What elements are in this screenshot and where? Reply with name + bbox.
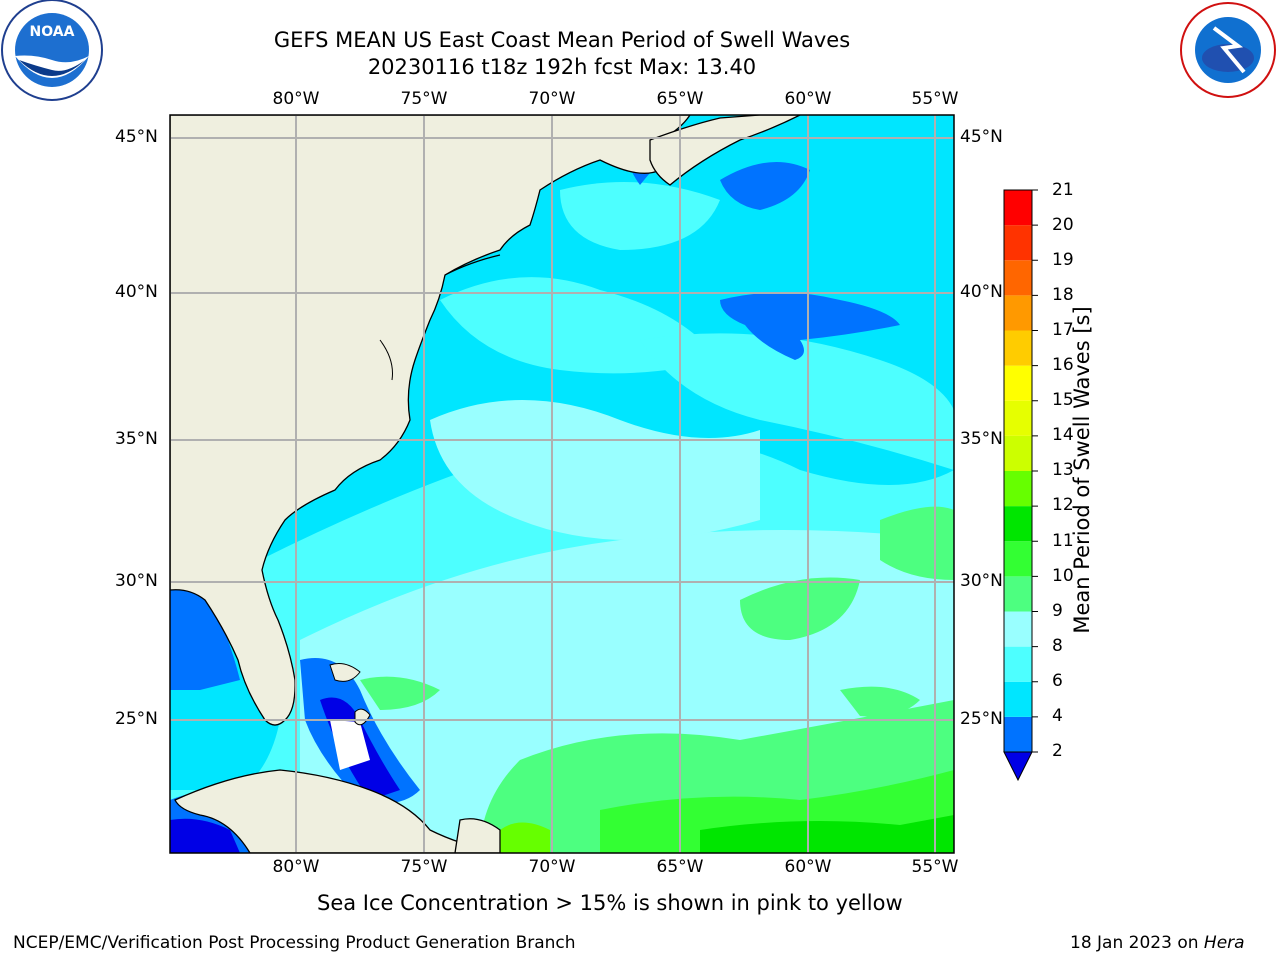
colorbar-tick: 2 xyxy=(1052,741,1063,761)
colorbar-tick: 14 xyxy=(1052,425,1074,445)
colorbar-segment xyxy=(1004,295,1032,331)
colorbar-segment xyxy=(1004,435,1032,471)
map-frame xyxy=(169,114,955,854)
lon-label-top: 65°W xyxy=(656,89,704,109)
colorbar-segment xyxy=(1004,681,1032,717)
colorbar-tick: 12 xyxy=(1052,495,1074,515)
colorbar-tick: 15 xyxy=(1052,390,1074,410)
colorbar-segment xyxy=(1004,541,1032,577)
noaa-logo: NOAA xyxy=(1,0,103,101)
colorbar-extend-triangle xyxy=(1003,751,1033,782)
colorbar-segment xyxy=(1004,400,1032,436)
colorbar-tick: 8 xyxy=(1052,636,1063,656)
lat-label-right: 30°N xyxy=(960,571,1003,591)
footer-host: Hera xyxy=(1203,933,1245,953)
colorbar-tick: 9 xyxy=(1052,601,1063,621)
land-north-america xyxy=(170,115,691,726)
land-hispaniola xyxy=(454,818,501,853)
noaa-logo-text: NOAA xyxy=(30,24,75,40)
colorbar-segment xyxy=(1004,576,1032,612)
lon-label-bottom: 55°W xyxy=(911,857,959,877)
colorbar-segment xyxy=(1004,365,1032,401)
colorbar-segment xyxy=(1004,506,1032,542)
colorbar-tick: 17 xyxy=(1052,320,1074,340)
lat-label-right: 25°N xyxy=(960,709,1003,729)
lon-label-bottom: 80°W xyxy=(272,857,320,877)
land-bahamas xyxy=(329,663,371,726)
colorbar-segment xyxy=(1004,330,1032,366)
lon-label-bottom: 65°W xyxy=(656,857,704,877)
footer-date: 18 Jan 2023 on Hera xyxy=(1070,933,1245,953)
land-cuba xyxy=(174,769,501,853)
lon-label-bottom: 60°W xyxy=(784,857,832,877)
colorbar-label: Mean Period of Swell Waves [s] xyxy=(1070,306,1094,634)
colorbar-segment xyxy=(1004,716,1032,752)
colorbar-segment xyxy=(1004,646,1032,682)
lat-label-left: 45°N xyxy=(115,127,158,147)
footer-credit: NCEP/EMC/Verification Post Processing Pr… xyxy=(13,933,576,953)
colorbar-segment xyxy=(1004,225,1032,261)
colorbar-tick: 18 xyxy=(1052,285,1074,305)
colorbar-tick: 11 xyxy=(1052,531,1074,551)
land-nova-scotia xyxy=(649,115,801,186)
colorbar-segment xyxy=(1004,611,1032,647)
colorbar-tick: 10 xyxy=(1052,566,1074,586)
swell-period-field xyxy=(170,115,954,853)
colorbar-tick: 6 xyxy=(1052,671,1063,691)
graticule xyxy=(170,115,954,853)
nws-logo xyxy=(1180,2,1276,98)
lon-label-top: 80°W xyxy=(272,89,320,109)
colorbar-segment xyxy=(1004,190,1032,226)
chart-subtitle: 20230116 t18z 192h fcst Max: 13.40 xyxy=(367,55,757,79)
lat-label-right: 35°N xyxy=(960,429,1003,449)
lon-label-bottom: 70°W xyxy=(528,857,576,877)
colorbar-tick: 19 xyxy=(1052,250,1074,270)
lat-label-left: 40°N xyxy=(115,282,158,302)
colorbar-tick: 13 xyxy=(1052,460,1074,480)
colorbar-tick: 4 xyxy=(1052,706,1063,726)
lon-label-bottom: 75°W xyxy=(400,857,448,877)
chart-title: GEFS MEAN US East Coast Mean Period of S… xyxy=(273,28,851,52)
lat-label-left: 30°N xyxy=(115,571,158,591)
lat-label-right: 40°N xyxy=(960,282,1003,302)
lon-label-top: 55°W xyxy=(911,89,959,109)
colorbar-tick: 21 xyxy=(1052,180,1074,200)
lat-label-left: 35°N xyxy=(115,429,158,449)
lon-label-top: 75°W xyxy=(400,89,448,109)
colorbar xyxy=(1003,189,1038,782)
colorbar-tick: 16 xyxy=(1052,355,1074,375)
colorbar-tick: 20 xyxy=(1052,215,1074,235)
footer-date-text: 18 Jan 2023 on xyxy=(1070,933,1199,953)
lat-label-left: 25°N xyxy=(115,709,158,729)
sea-ice-caption: Sea Ice Concentration > 15% is shown in … xyxy=(317,891,903,915)
lon-label-top: 70°W xyxy=(528,89,576,109)
colorbar-segment xyxy=(1004,260,1032,296)
lat-label-right: 45°N xyxy=(960,127,1003,147)
lon-label-top: 60°W xyxy=(784,89,832,109)
colorbar-segment xyxy=(1004,471,1032,507)
